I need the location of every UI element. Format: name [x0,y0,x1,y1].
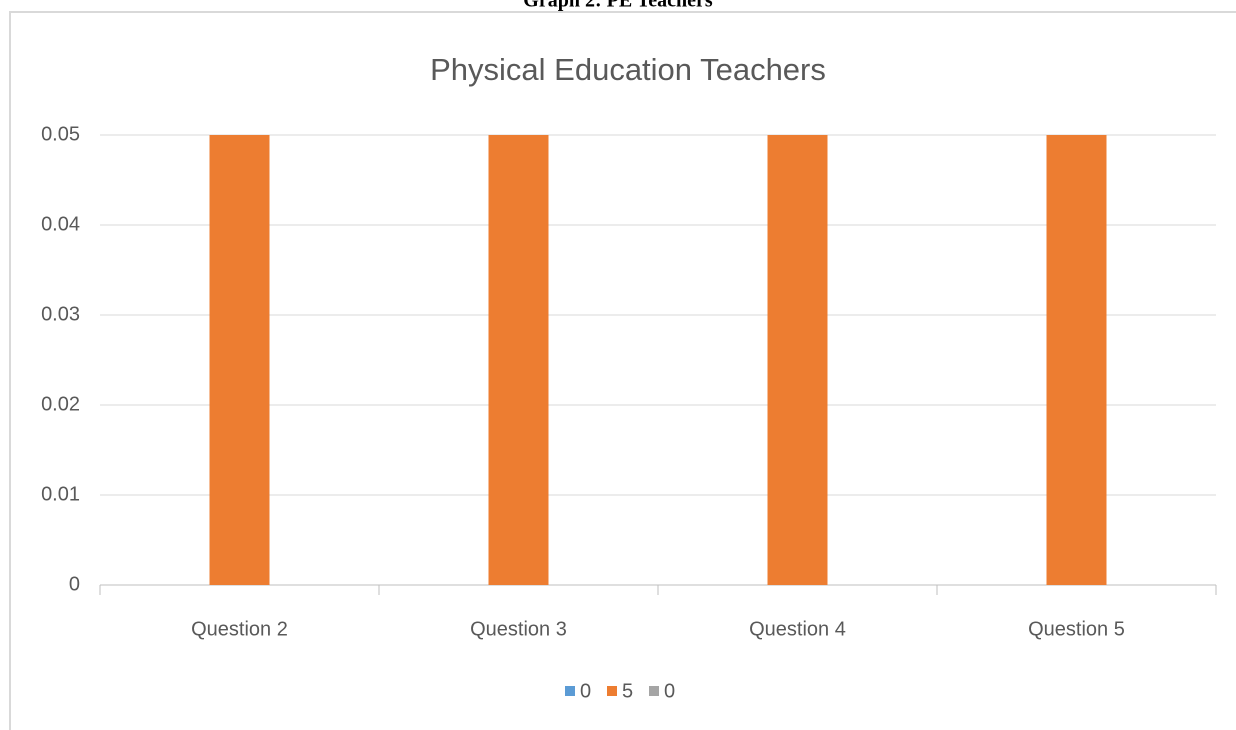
legend-label: 0 [664,680,675,702]
y-tick-label: 0 [69,573,80,595]
y-tick-label: 0.05 [41,123,80,145]
chart-title: Physical Education Teachers [430,52,826,87]
legend-swatch [565,686,575,696]
x-tick-label: Question 2 [191,618,288,640]
legend-label: 5 [622,680,633,702]
y-tick-label: 0.02 [41,393,80,415]
y-tick-label: 0.04 [41,213,80,235]
x-tick-label: Question 3 [470,618,567,640]
bar [488,135,549,585]
legend-label: 0 [580,680,591,702]
x-tick-label: Question 5 [1028,618,1125,640]
legend-swatch [607,686,617,696]
bar [1046,135,1107,585]
bar [767,135,828,585]
caption: Graph 2: PE Teachers [523,0,713,12]
y-tick-label: 0.01 [41,483,80,505]
y-tick-label: 0.03 [41,303,80,325]
bar [209,135,270,585]
legend-swatch [649,686,659,696]
x-tick-label: Question 4 [749,618,846,640]
